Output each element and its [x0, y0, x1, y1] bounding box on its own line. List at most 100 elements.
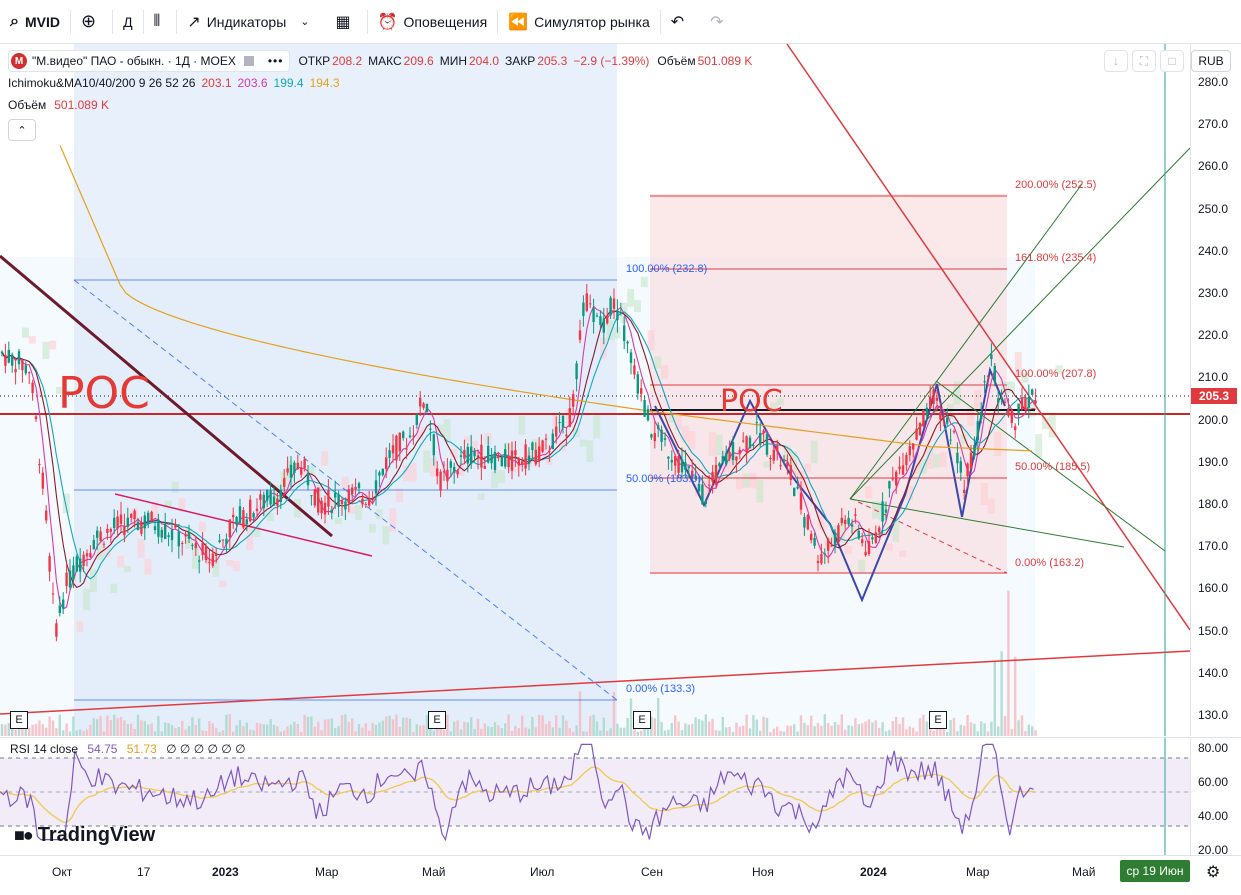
volume-bar — [419, 725, 422, 736]
cloud-segment — [933, 454, 941, 468]
candle-body — [402, 431, 405, 439]
volume-bar — [538, 714, 541, 736]
indicator-value-2: 203.6 — [237, 76, 268, 90]
legend-indicator-row[interactable]: Ichimoku&MA10/40/200 9 26 52 26 203.1 20… — [8, 72, 752, 94]
time-tick-label: Сен — [641, 865, 663, 879]
candle-body — [633, 365, 636, 375]
cloud-segment — [851, 518, 859, 534]
more-dots-icon[interactable]: ••• — [267, 54, 284, 68]
cloud-segment — [62, 493, 70, 514]
cloud-segment — [668, 409, 675, 423]
volume-bar — [221, 730, 225, 736]
undo-button[interactable]: ↶ — [661, 0, 700, 44]
candle-body — [453, 466, 456, 473]
rsi-pane[interactable] — [0, 737, 1190, 855]
rsi-chart-svg[interactable] — [0, 738, 1190, 855]
volume-bar — [204, 731, 208, 736]
chevron-down-icon[interactable]: ⌄ — [300, 16, 310, 28]
volume-bar — [402, 717, 405, 736]
move-down-icon[interactable]: ↓ — [1104, 50, 1128, 72]
volume-bar — [28, 727, 31, 736]
redo-icon: ↷ — [710, 13, 724, 31]
price-tick-label: 200.0 — [1198, 412, 1229, 427]
volume-bar — [167, 723, 170, 736]
volume-bar — [504, 723, 507, 736]
timeframe-button[interactable]: Д — [113, 0, 142, 44]
gear-icon[interactable]: ⚙ — [1206, 864, 1221, 881]
candle-body — [643, 399, 646, 417]
volume-bar — [592, 714, 595, 736]
volume-bar — [361, 727, 364, 736]
candle-body — [351, 487, 354, 495]
cursor-date-tag: ср 19 Июн — [1120, 860, 1190, 882]
volume-bar — [976, 731, 979, 736]
candle-body — [368, 499, 371, 506]
cloud-segment — [28, 336, 36, 344]
candle-body — [721, 456, 724, 463]
maximize-icon[interactable]: ⛶ — [1132, 50, 1156, 72]
earnings-marker[interactable]: E — [633, 711, 651, 729]
pane-square-icon[interactable]: □ — [1160, 50, 1184, 72]
chart-type-button[interactable]: ⫴ — [144, 0, 177, 44]
candle-body — [602, 318, 605, 333]
rsi-value: 54.75 — [87, 742, 118, 756]
candle-body — [755, 422, 758, 424]
volume-bar — [456, 720, 459, 736]
compare-button[interactable]: ⊕ — [71, 0, 112, 44]
main-chart-pane[interactable]: POC POC 100.00% (232.8) 50.00% (183.0) 0… — [0, 44, 1190, 736]
price-chart-svg[interactable]: POC POC — [0, 44, 1190, 736]
redo-button[interactable]: ↷ — [700, 0, 739, 44]
earnings-marker[interactable]: E — [10, 711, 28, 729]
volume-bar — [527, 728, 531, 736]
candle-body — [208, 562, 211, 564]
candle-body — [225, 538, 228, 545]
indicators-button[interactable]: ↗ Индикаторы ⌄ — [177, 0, 325, 44]
earnings-marker[interactable]: E — [428, 711, 446, 729]
layouts-button[interactable]: ▦ — [326, 0, 367, 44]
volume-bar — [946, 731, 949, 736]
cloud-segment — [246, 527, 254, 551]
volume-bar — [249, 729, 252, 736]
volume-bar — [170, 725, 174, 736]
cloud-segment — [579, 439, 587, 447]
candle-body — [990, 354, 993, 360]
earnings-marker[interactable]: E — [929, 711, 947, 729]
cloud-segment — [940, 452, 947, 467]
collapse-legend-button[interactable]: ⌃ — [8, 119, 36, 141]
cloud-segment — [647, 330, 655, 351]
currency-button[interactable]: RUB — [1191, 50, 1231, 72]
candle-body — [541, 440, 544, 452]
volume-bar — [140, 720, 143, 736]
rsi-axis[interactable]: 80.00 60.00 40.00 20.00 — [1190, 737, 1241, 857]
close-value: 205.3 — [537, 54, 568, 68]
cloud-segment — [1035, 433, 1043, 458]
volume-bar — [432, 730, 435, 736]
alerts-button[interactable]: ⏰ Оповещения — [368, 0, 498, 44]
replay-button[interactable]: ⏪ Симулятор рынка — [498, 0, 660, 44]
cloud-segment — [763, 461, 771, 468]
legend-volume-row[interactable]: Объём 501.089 K — [8, 94, 752, 116]
close-label: ЗАКР — [505, 54, 536, 68]
flag-icon[interactable] — [243, 56, 254, 66]
rsi-legend[interactable]: RSI 14 close 54.75 51.73 ∅ ∅ ∅ ∅ ∅ ∅ — [10, 742, 246, 756]
volume-bar — [408, 718, 412, 736]
candle-body — [629, 352, 633, 363]
candle-body — [837, 525, 840, 543]
time-axis[interactable]: Окт 17 2023 Мар Май Июл Сен Ноя 2024 Мар Май — [0, 855, 1241, 895]
volume-bar — [850, 726, 854, 736]
volume-bar — [269, 718, 272, 736]
volume-bar — [888, 729, 891, 736]
volume-bar — [602, 717, 605, 736]
candle-body — [667, 456, 670, 459]
volume-bar — [218, 731, 221, 736]
volume-bar — [133, 728, 136, 736]
candle-body — [748, 437, 752, 448]
candle-body — [612, 298, 616, 309]
symbol-title-box[interactable]: М "М.видео" ПАО - обыкн. · 1Д · MOEX ••• — [8, 50, 291, 72]
cloud-segment — [416, 426, 424, 440]
chart-legend: М "М.видео" ПАО - обыкн. · 1Д · MOEX •••… — [8, 50, 752, 141]
candle-body — [65, 572, 68, 587]
candle-body — [830, 545, 833, 547]
cloud-segment — [436, 424, 444, 436]
symbol-search[interactable]: ⌕ MVID — [0, 0, 70, 44]
